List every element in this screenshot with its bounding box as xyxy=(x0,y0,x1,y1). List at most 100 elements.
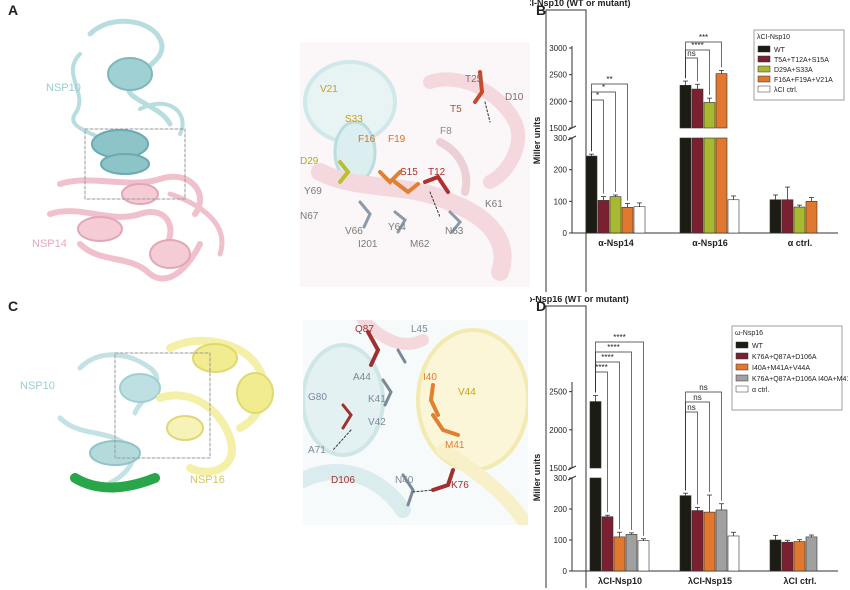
chart-b-legend-label: D29A+S33A xyxy=(774,67,813,74)
overview-label-nsp16: NSP16 xyxy=(190,474,225,486)
chart-b-legend-swatch xyxy=(757,45,771,53)
residue-label-l45: L45 xyxy=(411,324,428,335)
chart-b-category-label: α-Nsp14 xyxy=(598,238,634,248)
chart-b-nsp10-bar-chart: pACλCI-Nsp10 (WT or mutant) Miller units 0… xyxy=(530,0,845,292)
chart-b-y-tick-label: 300 xyxy=(554,134,568,143)
chart-d-significance-label: ns xyxy=(693,393,701,402)
chart-d-nsp16-bar-chart: pBR-ω-Nsp16 (WT or mutant) Miller units 0 1… xyxy=(530,296,848,588)
chart-b-legend-label: λCI ctrl. xyxy=(774,87,798,94)
chart-b-bar xyxy=(703,102,716,129)
chart-b-legend-label: T5A+T12A+S15A xyxy=(774,57,829,64)
residue-label-g80: G80 xyxy=(308,392,327,403)
chart-d-category-label: λCI ctrl. xyxy=(783,576,816,586)
chart-b-y-tick-label: 200 xyxy=(554,166,568,175)
chart-d-legend-swatch xyxy=(735,341,749,349)
chart-d-legend-label: WT xyxy=(752,343,764,350)
chart-b-significance-label: *** xyxy=(699,33,708,42)
chart-b-bar xyxy=(769,199,782,234)
panel-letter-b: B xyxy=(536,2,547,18)
residue-label-y69: Y69 xyxy=(304,186,322,197)
chart-d-y-tick-label: 1500 xyxy=(549,464,567,473)
chart-b-legend-swatch xyxy=(757,55,771,63)
chart-d-y-tick-label: 0 xyxy=(563,567,568,576)
chart-b-bar xyxy=(781,199,794,234)
chart-b-y-tick-label: 3000 xyxy=(549,44,567,53)
chart-d-y-tick-label: 200 xyxy=(554,505,568,514)
residue-label-i201: I201 xyxy=(358,239,378,250)
chart-b-legend-label: F16A+F19A+V21A xyxy=(774,77,833,84)
chart-d-legend-label: I40A+M41A+V44A xyxy=(752,365,810,372)
nsp10-nsp16-structure-overview xyxy=(57,336,274,493)
chart-d-bar xyxy=(637,540,650,572)
residue-label-n63: N63 xyxy=(445,226,464,237)
chart-d-y-tick-label: 300 xyxy=(554,474,568,483)
chart-d-significance-bracket xyxy=(685,391,722,501)
chart-b-bar xyxy=(793,206,806,234)
chart-b-bar xyxy=(597,200,610,234)
chart-d-legend-swatch xyxy=(735,374,749,382)
chart-b-significance-bracket xyxy=(685,57,698,82)
chart-b-y-tick-label: 100 xyxy=(554,197,568,206)
nsp10-nsp14-interface-zoom: V21 S33 F16 F19 D29 T25 D10 T5 F8 S15 T1… xyxy=(300,42,530,287)
chart-d-bar xyxy=(727,535,740,572)
chart-d-bar xyxy=(601,516,614,572)
residue-label-a44: A44 xyxy=(353,372,371,383)
chart-b-bar xyxy=(727,199,740,234)
chart-b-bar xyxy=(679,137,692,234)
chart-b-significance-label: * xyxy=(596,91,599,100)
chart-b-bar xyxy=(691,88,704,129)
nsp10-nsp16-interface-zoom: Q87 L45 I40 V44 M41 K76 A44 K41 V42 G80 … xyxy=(303,320,528,525)
residue-label-v44: V44 xyxy=(458,387,476,398)
chart-d-bar xyxy=(769,539,782,572)
chart-d-category-label: λCI-Nsp15 xyxy=(688,576,732,586)
chart-b-significance-label: * xyxy=(602,83,605,92)
chart-d-legend-label: K76A+Q87A+D106A I40A+M41A+V44A xyxy=(752,376,848,383)
chart-d-significance-bracket xyxy=(595,341,644,536)
chart-b-legend-title: λCI-Nsp10 xyxy=(757,34,790,41)
chart-b-title: pACλCI-Nsp10 (WT or mutant) xyxy=(530,0,631,8)
chart-d-legend-label: α ctrl. xyxy=(752,387,769,394)
chart-d-legend-swatch xyxy=(735,385,749,393)
residue-label-v42: V42 xyxy=(368,417,386,428)
residue-label-t25: T25 xyxy=(465,74,483,85)
residue-label-s15: S15 xyxy=(400,167,418,178)
chart-b-bar xyxy=(609,196,622,234)
chart-d-legend-label: K76A+Q87A+D106A xyxy=(752,354,817,361)
chart-b-significance-label: ns xyxy=(687,49,695,58)
chart-b-significance-bracket xyxy=(685,41,722,79)
chart-b-significance-label: **** xyxy=(691,41,703,50)
residue-label-s33: S33 xyxy=(345,114,363,125)
residue-label-v21: V21 xyxy=(320,84,338,95)
chart-d-legend-box xyxy=(731,325,843,411)
chart-b-legend-swatch xyxy=(757,75,771,83)
chart-d-bar xyxy=(625,534,638,572)
chart-b-significance-bracket xyxy=(591,83,628,201)
chart-b-bar xyxy=(715,137,728,234)
residue-label-f19: F19 xyxy=(388,134,406,145)
chart-b-bar xyxy=(703,137,716,234)
overview-label-nsp10-c: NSP10 xyxy=(20,380,55,392)
chart-d-bar xyxy=(703,511,716,572)
chart-b-bar xyxy=(805,201,818,234)
chart-b-y-tick-label: 2000 xyxy=(549,97,567,106)
residue-label-f8: F8 xyxy=(440,126,452,137)
residue-label-d29: D29 xyxy=(300,156,319,167)
chart-b-bar xyxy=(691,137,704,234)
chart-b-category-label: α-Nsp16 xyxy=(692,238,728,248)
chart-d-significance-label: **** xyxy=(595,363,607,372)
residue-label-i40: I40 xyxy=(423,372,437,383)
panel-letter-d: D xyxy=(536,298,547,314)
chart-b-bar xyxy=(633,206,646,234)
residue-label-k41: K41 xyxy=(368,394,386,405)
chart-b-category-label: α ctrl. xyxy=(788,238,813,248)
chart-b-title-bracket xyxy=(545,9,587,292)
chart-d-y-tick-label: 2000 xyxy=(549,426,567,435)
chart-d-title: pBR-ω-Nsp16 (WT or mutant) xyxy=(530,296,629,304)
chart-b-bar xyxy=(679,85,692,129)
chart-d-bar xyxy=(793,541,806,572)
chart-d-bar xyxy=(715,509,728,572)
chart-d-bar xyxy=(805,536,818,572)
chart-d-category-label: λCI-Nsp10 xyxy=(598,576,642,586)
residue-label-t5: T5 xyxy=(450,104,462,115)
chart-d-legend-swatch xyxy=(735,363,749,371)
